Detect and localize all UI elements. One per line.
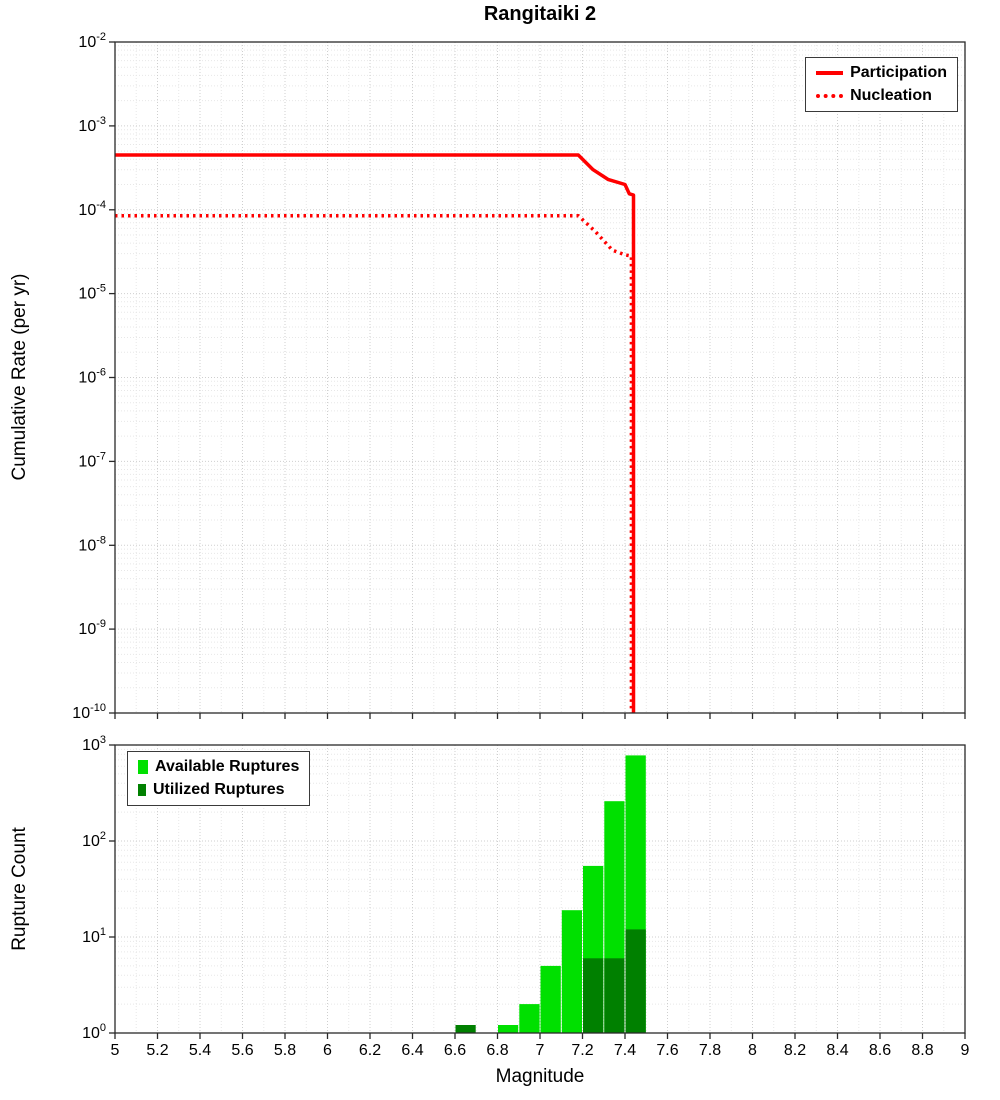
y-tick-label: 10-4 <box>78 199 106 219</box>
count-chart-plot: 5 5.2 5.4 5.6 5.8 6 6.2 6.4 6.6 6.8 7 7.2 7.4 7.6 7.8 8… <box>82 734 969 1059</box>
x-tick-label: 8.6 <box>869 1042 891 1059</box>
y-tick-label: 10-10 <box>72 702 106 722</box>
y-tick-label: 101 <box>82 926 106 946</box>
x-tick-label: 8.4 <box>826 1042 848 1059</box>
y-tick-label: 102 <box>82 830 106 850</box>
x-axis-label: Magnitude <box>495 1066 585 1087</box>
bar-available <box>561 910 582 1033</box>
x-tick-label: 5.2 <box>146 1042 168 1059</box>
bar-available <box>540 965 561 1033</box>
y-tick-label: 10-9 <box>78 618 106 638</box>
chart-title: Rangitaiki 2 <box>483 3 597 25</box>
y-tick-label: 10-2 <box>78 31 106 51</box>
x-tick-label: 6.8 <box>486 1042 508 1059</box>
legend-label-utilized-ruptures: Utilized Ruptures <box>153 781 285 798</box>
x-tick-label: 7.4 <box>614 1042 636 1059</box>
participation-line-sample <box>816 71 844 75</box>
plot-area: 10-2 10-3 10-4 10-5 10-6 10-7 10-8 10-9 10-10 <box>72 31 966 722</box>
legend-label-participation: Participation <box>850 64 947 81</box>
x-tick-label: 5.4 <box>189 1042 211 1059</box>
y-tick-label: 10-7 <box>78 450 106 470</box>
bar-available <box>519 1004 540 1033</box>
x-tick-label: 5.8 <box>274 1042 296 1059</box>
rate-chart-plot: 10-2 10-3 10-4 10-5 10-6 10-7 10-8 10-9 10-10 <box>72 31 966 722</box>
utilized-swatch <box>138 784 146 796</box>
x-tick-label: 7.2 <box>571 1042 593 1059</box>
bar-utilized <box>455 1025 476 1033</box>
rate-legend: Participation Nucleation <box>805 57 958 112</box>
y-tick-label: 10-8 <box>78 534 106 554</box>
bar-utilized <box>583 958 604 1033</box>
count-legend: Available Ruptures Utilized Ruptures <box>127 751 311 806</box>
available-swatch <box>138 760 148 774</box>
legend-item-available-ruptures: Available Ruptures <box>138 758 299 776</box>
x-tick-label: 6.6 <box>444 1042 466 1059</box>
y-tick-label: 10-5 <box>78 283 106 303</box>
x-tick-label: 6.2 <box>359 1042 381 1059</box>
x-tick-label: 8 <box>748 1042 757 1059</box>
bar-available <box>498 1025 519 1033</box>
y-tick-label: 103 <box>82 734 106 754</box>
legend-item-utilized-ruptures: Utilized Ruptures <box>138 781 299 799</box>
x-tick-label: 6.4 <box>401 1042 423 1059</box>
x-tick-label: 7 <box>536 1042 545 1059</box>
nucleation-line-sample <box>816 94 844 98</box>
x-tick-label: 8.8 <box>911 1042 933 1059</box>
legend-item-nucleation: Nucleation <box>816 87 947 105</box>
legend-label-available-ruptures: Available Ruptures <box>155 758 300 775</box>
series-nucleation <box>115 213 634 713</box>
series-participation <box>115 153 636 713</box>
y-tick-label: 10-6 <box>78 367 106 387</box>
y-tick-label: 100 <box>82 1022 106 1042</box>
x-tick-label: 9 <box>961 1042 970 1059</box>
bar-utilized <box>604 958 625 1033</box>
bar-utilized <box>625 929 646 1033</box>
x-tick-label: 7.6 <box>656 1042 678 1059</box>
legend-label-nucleation: Nucleation <box>850 87 932 104</box>
x-tick-label: 6 <box>323 1042 332 1059</box>
x-tick-label: 8.2 <box>784 1042 806 1059</box>
plot-area: 5 5.2 5.4 5.6 5.8 6 6.2 6.4 6.6 6.8 7 7.2 7.4 7.6 7.8 8… <box>82 734 969 1059</box>
x-tick-label: 7.8 <box>699 1042 721 1059</box>
x-tick-label: 5.6 <box>231 1042 253 1059</box>
y-tick-label: 10-3 <box>78 115 106 135</box>
legend-item-participation: Participation <box>816 64 947 82</box>
x-tick-label: 5 <box>111 1042 120 1059</box>
